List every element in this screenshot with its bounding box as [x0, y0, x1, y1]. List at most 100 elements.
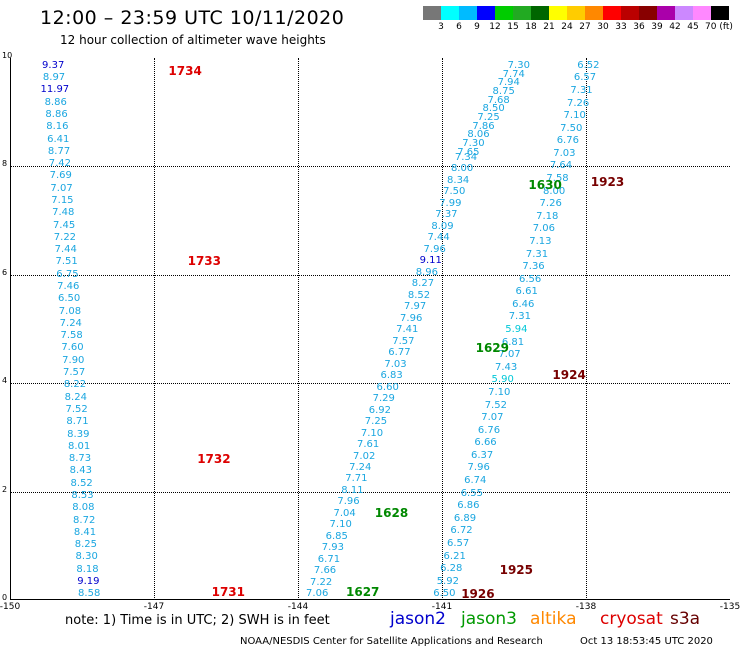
wave-height-value: 8.01 [68, 440, 91, 452]
wave-height-value: 6.92 [368, 404, 391, 416]
wave-height-value: 6.89 [453, 512, 477, 524]
color-swatch [567, 6, 585, 20]
wave-height-value: 7.48 [52, 207, 75, 219]
wave-height-value: 7.10 [488, 386, 511, 398]
vertical-grid-line [298, 58, 299, 600]
color-scale-label: 9 [474, 22, 480, 32]
x-tick-label: -141 [431, 602, 453, 612]
wave-height-value: 8.73 [68, 453, 92, 465]
satellite-legend-s3a: s3a [670, 609, 701, 629]
wave-height-value: 7.18 [536, 210, 559, 222]
color-swatch [621, 6, 639, 20]
wave-height-value: 8.50 [482, 103, 505, 115]
wave-height-value: 8.71 [66, 416, 89, 428]
color-swatch [459, 6, 477, 20]
wave-height-value: 8.75 [492, 85, 515, 97]
wave-height-value: 7.86 [472, 120, 495, 132]
wave-height-value: 7.07 [481, 412, 504, 424]
wave-height-value: 8.96 [415, 266, 438, 278]
color-scale-label: 24 [561, 22, 573, 32]
wave-height-value: 6.74 [464, 475, 487, 487]
wave-height-value: 7.24 [349, 461, 372, 473]
wave-height-value: 6.57 [446, 537, 470, 549]
y-tick-label: 8 [2, 159, 8, 169]
color-scale-label: 30 [597, 22, 609, 32]
wave-height-value: 7.02 [353, 450, 376, 462]
wave-height-value: 6.55 [460, 487, 483, 499]
wave-height-value: 7.96 [467, 462, 490, 474]
wave-height-value: 7.96 [423, 243, 446, 255]
plot-area [10, 58, 730, 600]
wave-height-value: 7.74 [502, 68, 525, 80]
wave-height-value: 6.50 [433, 588, 456, 600]
color-scale-label: 33 [615, 22, 627, 32]
color-scale-label: 36 [633, 22, 645, 32]
x-tick-label: -150 [0, 602, 21, 612]
wave-height-value: 7.03 [384, 358, 407, 370]
satellite-legend-cryosat: cryosat [600, 609, 663, 629]
wave-height-value: 11.97 [40, 84, 70, 96]
wave-height-value: 6.60 [376, 381, 399, 393]
vertical-grid-line [154, 58, 155, 600]
wave-height-value: 7.03 [553, 147, 576, 159]
wave-height-value: 8.97 [42, 72, 66, 84]
horizontal-grid-line [10, 491, 730, 493]
horizontal-grid-line [10, 383, 730, 385]
wave-height-color-scale [423, 6, 729, 20]
color-swatch [639, 6, 657, 20]
wave-height-value: 6.56 [518, 273, 542, 285]
wave-height-value: 6.76 [477, 424, 501, 436]
wave-height-value: 6.77 [388, 347, 411, 359]
wave-height-value: 7.57 [62, 367, 86, 379]
wave-height-value: 7.22 [309, 576, 333, 588]
wave-height-value: 9.19 [77, 576, 100, 587]
pass-time-label: 1926 [461, 587, 495, 602]
wave-height-value: 8.52 [70, 477, 93, 489]
color-scale-label: 70 (ft) [705, 22, 733, 32]
wave-height-value: 7.34 [454, 151, 478, 163]
wave-height-value: 8.41 [73, 526, 97, 538]
y-tick-label: 0 [2, 593, 8, 602]
wave-height-value: 6.46 [512, 298, 535, 310]
pass-time-label: 1629 [475, 340, 509, 355]
wave-height-value: 7.52 [484, 399, 507, 411]
wave-height-value: 7.30 [507, 59, 530, 71]
wave-height-value: 8.86 [45, 108, 68, 120]
wave-height-value: 6.76 [556, 135, 579, 147]
wave-height-value: 7.24 [59, 317, 82, 329]
wave-height-value: 6.81 [501, 336, 525, 348]
wave-height-value: 7.10 [563, 110, 586, 122]
wave-height-value: 8.00 [450, 163, 474, 175]
wave-height-value: 5.94 [505, 324, 528, 336]
wave-height-value: 7.31 [570, 85, 593, 96]
wave-height-value: 9.37 [42, 59, 65, 71]
x-tick-label: -144 [287, 602, 309, 612]
wave-height-value: 6.61 [515, 286, 538, 298]
wave-height-value: 6.75 [56, 268, 79, 280]
vertical-grid-line [586, 58, 587, 600]
wave-height-value: 8.58 [78, 588, 101, 600]
satellite-legend-jason3: jason3 [461, 609, 517, 629]
wave-height-value: 8.52 [407, 289, 431, 301]
color-scale-label: 39 [651, 22, 663, 32]
color-scale-label: 18 [525, 22, 537, 32]
horizontal-grid-line [10, 166, 730, 168]
y-tick-label: 2 [2, 484, 8, 494]
wave-height-value: 8.39 [67, 428, 90, 440]
color-swatch [675, 6, 693, 20]
wave-height-value: 6.50 [57, 293, 81, 305]
pass-time-label: 1628 [374, 505, 409, 520]
map-title: 12:00 – 23:59 UTC 10/11/2020 [40, 7, 345, 29]
wave-height-value: 7.69 [49, 170, 72, 182]
satellite-legend-altika: altika [530, 609, 577, 629]
wave-height-value: 8.18 [76, 563, 99, 575]
wave-height-value: 5.92 [436, 575, 459, 587]
wave-height-value: 6.57 [573, 72, 597, 84]
color-swatch [549, 6, 567, 20]
wave-height-value: 7.31 [525, 248, 549, 260]
pass-time-label: 1733 [187, 253, 221, 268]
wave-height-value: 8.00 [542, 185, 566, 197]
y-tick-label: 10 [2, 51, 13, 60]
wave-height-value: 6.83 [380, 370, 403, 382]
color-swatch [711, 6, 729, 20]
